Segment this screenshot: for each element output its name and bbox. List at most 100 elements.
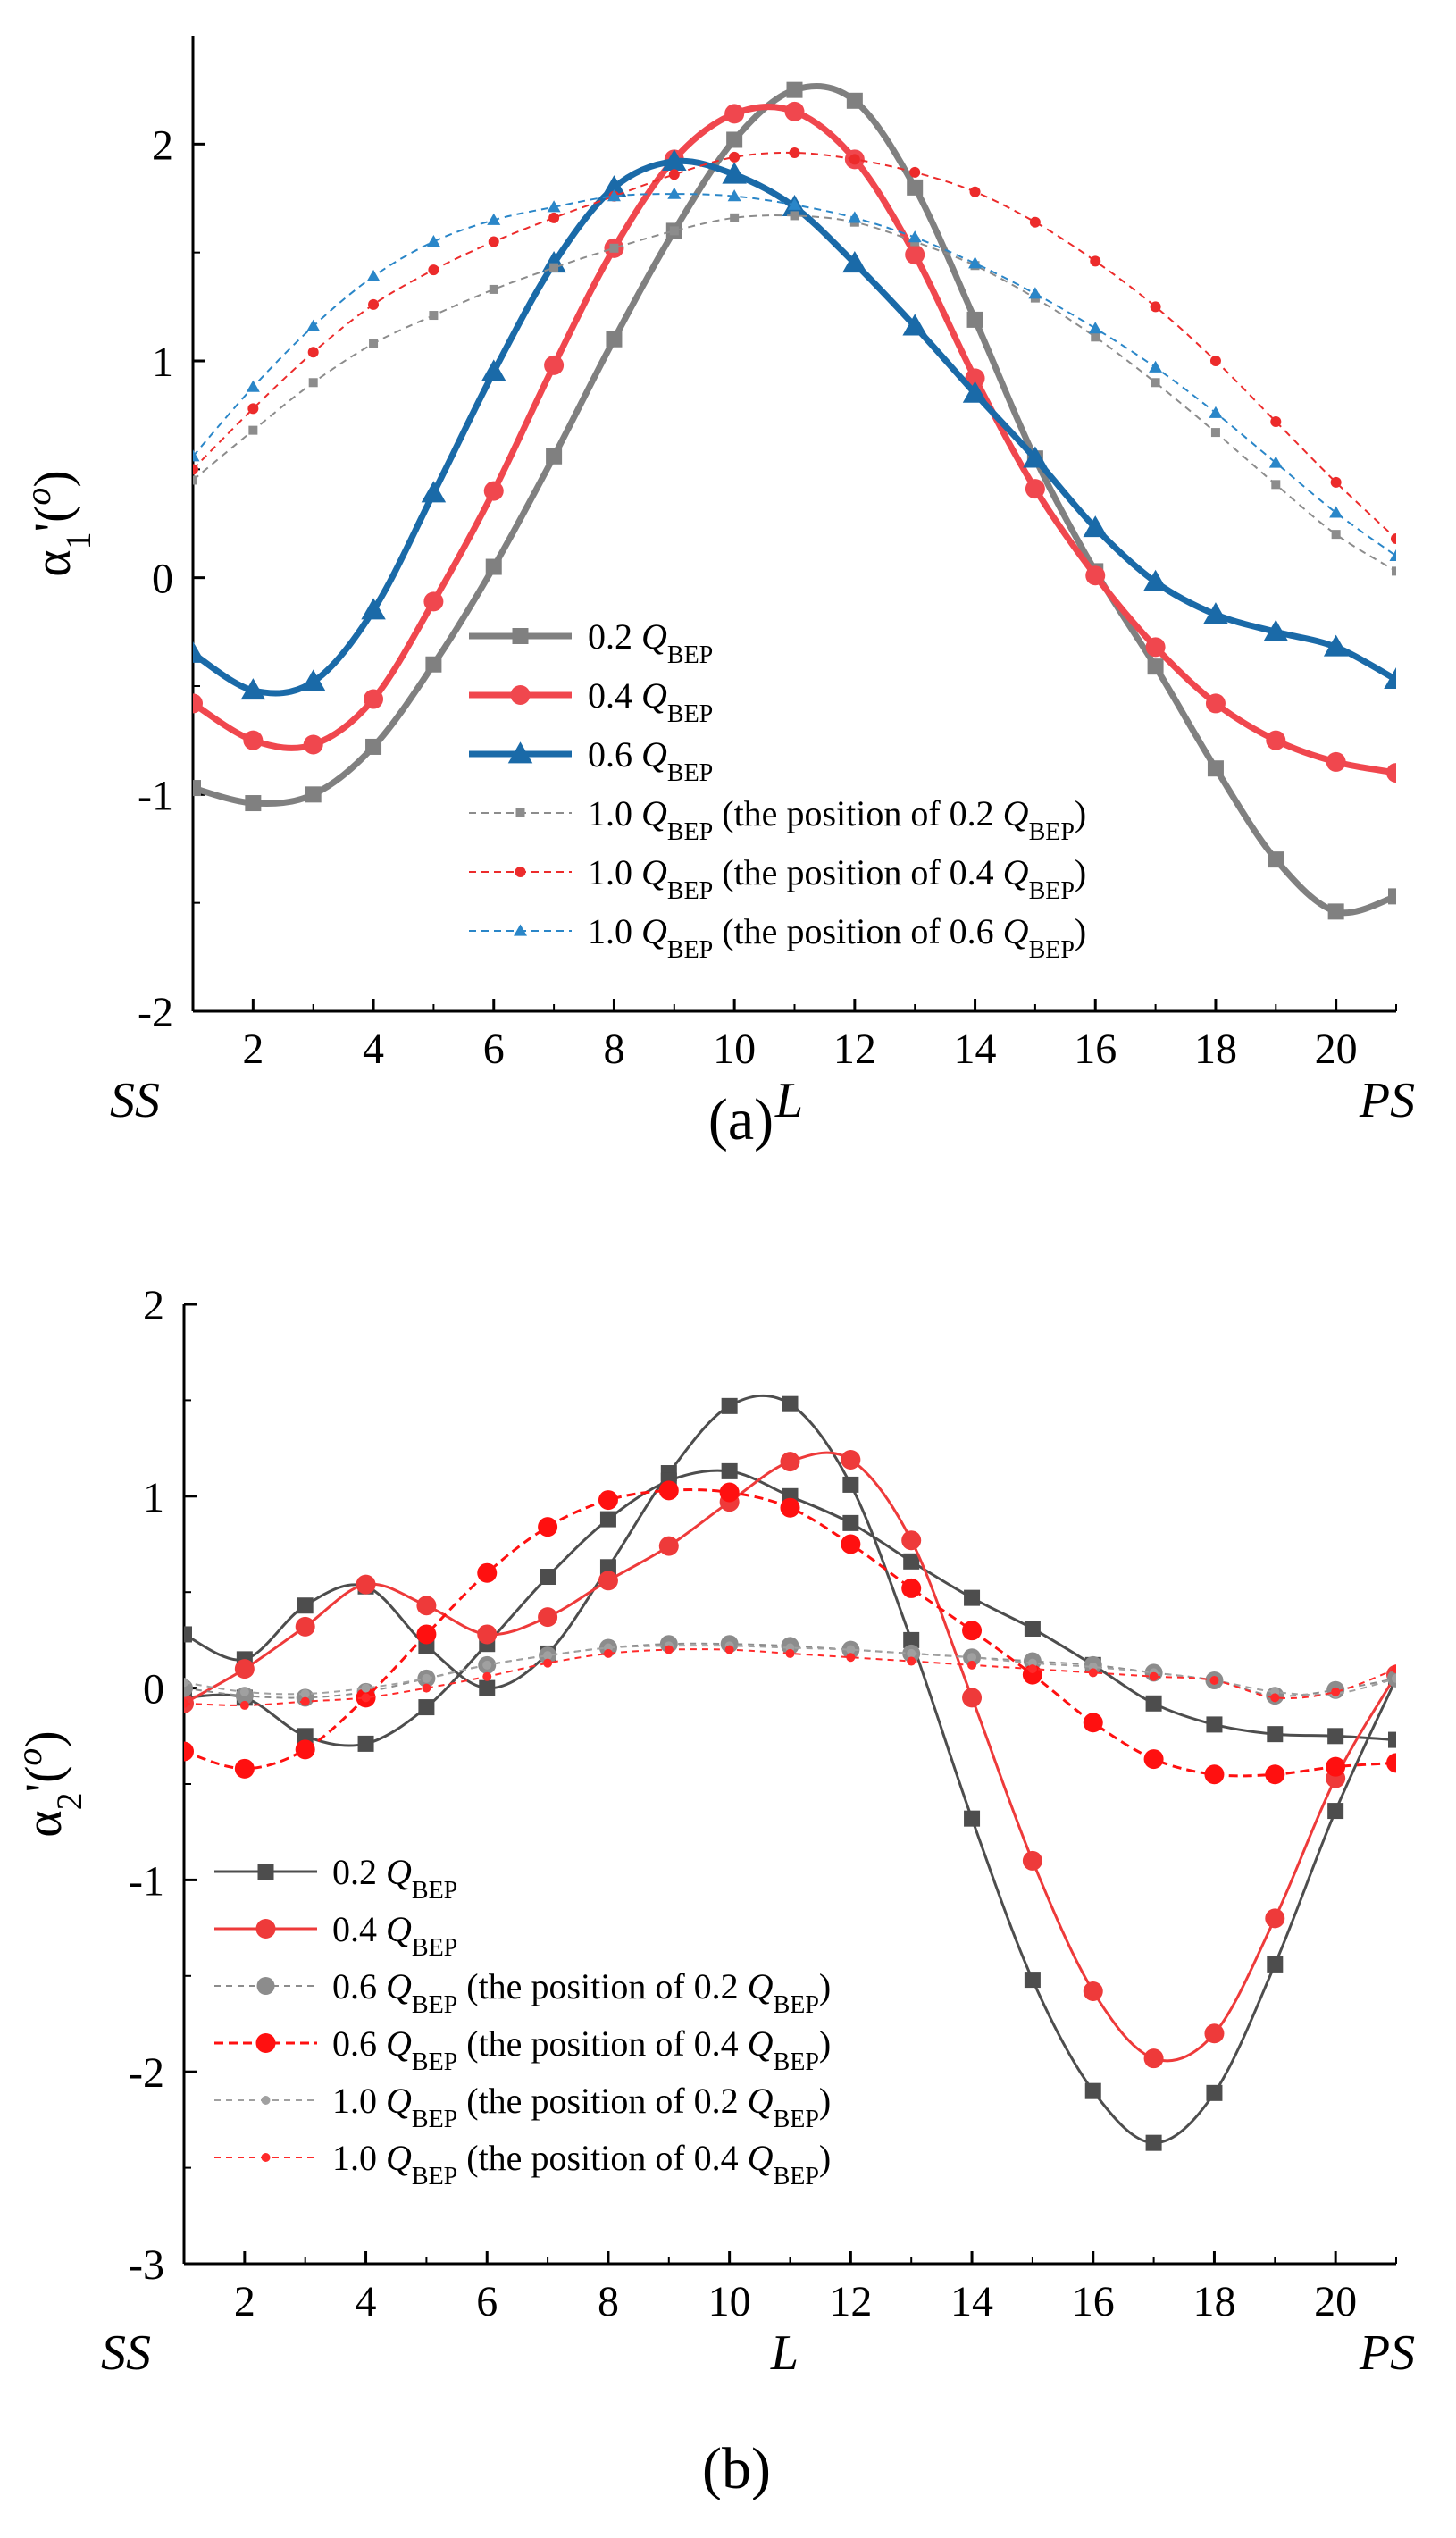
data-point	[540, 1569, 556, 1586]
legend-marker	[507, 741, 533, 764]
data-point	[846, 92, 863, 109]
data-point	[1022, 1664, 1042, 1685]
data-point	[1207, 760, 1224, 777]
legend-marker	[515, 867, 526, 877]
data-point	[297, 1728, 314, 1745]
data-point	[907, 1656, 916, 1666]
data-point	[538, 1517, 558, 1537]
data-point	[422, 1683, 431, 1693]
data-point	[1025, 479, 1045, 499]
panel-label: (b)	[702, 2436, 771, 2501]
x-tick-label: 14	[954, 1026, 997, 1073]
data-point	[295, 1616, 315, 1637]
data-point	[962, 1621, 983, 1641]
data-point	[841, 1449, 861, 1470]
data-point	[1024, 1621, 1041, 1638]
data-point	[1327, 903, 1344, 920]
data-point	[184, 1678, 188, 1688]
data-point	[416, 1624, 437, 1645]
x-tick-label: 4	[363, 1026, 384, 1073]
data-point	[1151, 378, 1160, 388]
data-point	[193, 475, 197, 485]
legend-marker	[255, 2033, 276, 2053]
y-tick-label: -3	[129, 2241, 164, 2289]
series-7	[184, 1645, 1396, 1710]
series-line	[184, 1642, 1396, 1699]
x-tick-label: 10	[713, 1026, 756, 1073]
data-point	[1267, 1726, 1284, 1743]
data-point	[1088, 322, 1102, 334]
legend-item: 0.2 QBEP	[214, 1852, 457, 1905]
data-point	[487, 213, 501, 225]
data-point	[968, 256, 983, 269]
legend-label: 0.6 QBEP	[588, 734, 713, 787]
data-point	[669, 226, 679, 236]
series-line	[193, 151, 1396, 540]
data-point	[1149, 1671, 1159, 1681]
data-point	[193, 641, 205, 663]
series-group	[193, 81, 1396, 920]
data-point	[907, 1648, 916, 1658]
data-point	[664, 1645, 674, 1654]
data-point	[369, 339, 379, 348]
x-tick-label: 18	[1192, 2278, 1235, 2325]
data-point	[1204, 2023, 1225, 2044]
data-point	[658, 1480, 679, 1501]
data-point	[1145, 2134, 1162, 2151]
series-3	[193, 148, 1396, 700]
data-point	[1265, 1908, 1285, 1929]
data-point	[782, 1395, 799, 1412]
data-point	[418, 1699, 435, 1716]
legend-label: 0.4 QBEP	[588, 675, 713, 728]
data-point	[721, 1462, 738, 1479]
data-point	[964, 1810, 981, 1827]
data-point	[1267, 1956, 1284, 1973]
series-line	[184, 1469, 1396, 1747]
data-point	[482, 1660, 492, 1670]
data-point	[780, 1452, 800, 1472]
legend-item: 0.6 QBEP	[469, 734, 713, 787]
data-point	[903, 1631, 920, 1648]
data-point	[184, 1698, 188, 1708]
data-point	[967, 1660, 977, 1670]
data-point	[1145, 1695, 1162, 1712]
data-point	[239, 1700, 249, 1710]
data-point	[667, 187, 682, 199]
x-tick-label: 2	[234, 2278, 255, 2325]
data-point	[423, 591, 444, 612]
data-point	[1327, 1803, 1344, 1820]
data-point	[1389, 549, 1396, 562]
series-1	[193, 81, 1396, 920]
x-tick-label: 2	[242, 1026, 264, 1073]
data-point	[598, 1571, 618, 1591]
data-point	[481, 359, 506, 381]
data-point	[907, 179, 924, 196]
legend-item: 1.0 QBEP (the position of 0.4 QBEP)	[469, 852, 1086, 905]
data-point	[908, 230, 922, 243]
data-point	[547, 200, 561, 213]
legend-item: 0.6 QBEP (the position of 0.2 QBEP)	[214, 1966, 831, 2019]
data-point	[479, 1679, 496, 1696]
y-tick-label: 1	[143, 1474, 164, 1521]
data-point	[1392, 566, 1396, 576]
x-end-label: PS	[1359, 1073, 1415, 1128]
data-point	[1149, 360, 1163, 373]
data-point	[730, 213, 740, 222]
legend-marker	[514, 924, 527, 936]
data-point	[1386, 763, 1396, 783]
data-point	[1090, 255, 1101, 267]
data-point	[962, 381, 988, 403]
x-start-label: SS	[110, 1073, 160, 1128]
data-point	[1142, 569, 1168, 591]
data-point	[1327, 1728, 1344, 1745]
data-point	[1206, 1716, 1223, 1733]
data-point	[1391, 532, 1396, 544]
data-point	[305, 786, 322, 803]
data-point	[1265, 1764, 1285, 1785]
series-line	[193, 214, 1396, 573]
data-point	[1270, 415, 1282, 427]
data-point	[788, 197, 801, 210]
series-line	[184, 1648, 1396, 1706]
